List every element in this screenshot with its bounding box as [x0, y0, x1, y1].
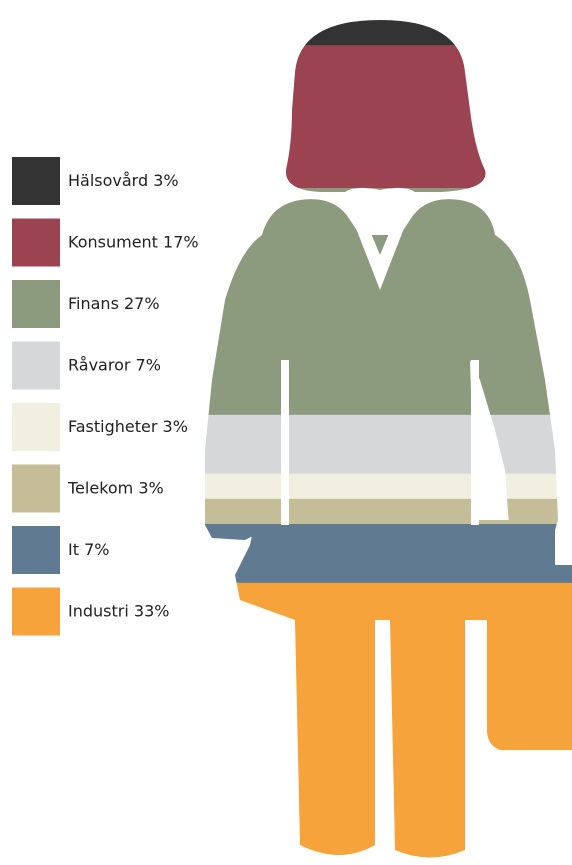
legend-name: Konsument: [68, 232, 158, 251]
legend-name: Råvaror: [68, 355, 131, 374]
legend-label: Konsument 17%: [68, 232, 199, 251]
legend-value: 3%: [138, 478, 163, 497]
legend-label: Fastigheter 3%: [68, 417, 188, 436]
legend-label: It 7%: [68, 540, 109, 559]
legend-value: 3%: [163, 417, 188, 436]
legend-name: Finans: [68, 294, 119, 313]
legend-value: 7%: [136, 355, 161, 374]
legend: Hälsovård 3% Konsument 17% Finans 27% Råvar…: [12, 157, 199, 636]
legend-swatch: [12, 465, 60, 513]
legend-swatch: [12, 219, 60, 267]
legend-name: Hälsovård: [68, 171, 148, 190]
band: [0, 45, 572, 188]
legend-value: 33%: [134, 601, 170, 620]
legend-label: Hälsovård 3%: [68, 171, 179, 190]
band: [0, 583, 572, 861]
legend-swatch: [12, 526, 60, 574]
legend-swatch: [12, 157, 60, 205]
legend-value: 27%: [124, 294, 160, 313]
legend-swatch: [12, 403, 60, 451]
legend-label: Finans 27%: [68, 294, 160, 313]
legend-label: Telekom 3%: [67, 478, 164, 497]
legend-swatch: [12, 342, 60, 390]
legend-value: 17%: [163, 232, 199, 251]
legend-swatch: [12, 280, 60, 328]
legend-label: Industri 33%: [68, 601, 169, 620]
legend-value: 3%: [153, 171, 178, 190]
band: [0, 20, 572, 46]
legend-swatch: [12, 588, 60, 636]
legend-name: Fastigheter: [68, 417, 158, 436]
chart: Hälsovård 3% Konsument 17% Finans 27% Råvar…: [0, 0, 572, 865]
legend-value: 7%: [84, 540, 109, 559]
legend-label: Råvaror 7%: [68, 355, 161, 374]
legend-name: Industri: [68, 601, 129, 620]
legend-name: Telekom: [67, 478, 133, 497]
legend-name: It: [68, 540, 79, 559]
